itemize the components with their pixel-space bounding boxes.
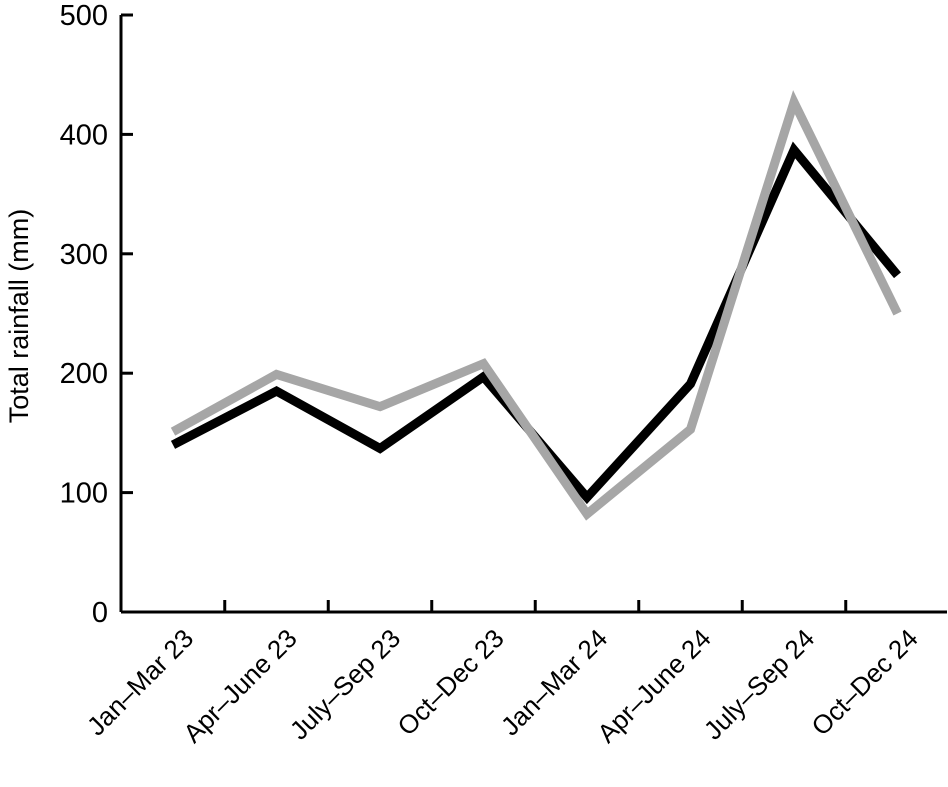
- x-tick-label: July–Sep 24: [698, 623, 820, 745]
- y-tick-label: 400: [60, 119, 108, 151]
- y-tick-label: 300: [60, 239, 108, 271]
- y-tick-label: 200: [60, 358, 108, 390]
- x-tick-label: Oct–Dec 23: [391, 623, 509, 741]
- y-ticks: 0 100 200 300 400 500: [60, 0, 133, 629]
- y-tick-label: 100: [60, 478, 108, 510]
- y-tick-label: 500: [60, 0, 108, 32]
- axes: [119, 15, 947, 614]
- series-layer: [170, 90, 902, 521]
- x-tick-label: Oct–Dec 24: [805, 623, 923, 741]
- x-tick-label: July–Sep 23: [284, 623, 406, 745]
- y-tick-label: 0: [92, 597, 108, 629]
- series-2-line: [170, 90, 902, 521]
- y-axis-label: Total rainfall (mm): [4, 209, 34, 424]
